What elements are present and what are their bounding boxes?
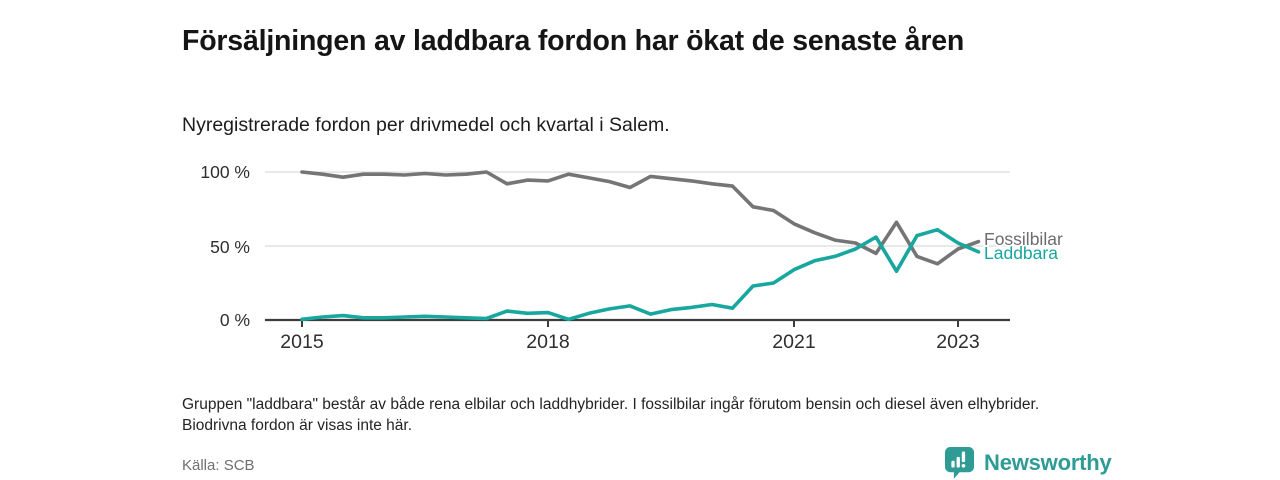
x-axis-tick-label: 2018 <box>526 331 570 353</box>
chart-footnote: Gruppen "laddbara" består av både rena e… <box>182 395 1040 435</box>
series-label-fossilbilar: Fossilbilar <box>984 229 1063 249</box>
line-chart <box>265 170 1010 327</box>
page-title: Försäljningen av laddbara fordon har öka… <box>182 25 965 58</box>
line-fossilbilar <box>300 170 981 266</box>
chart-subtitle: Nyregistrerade fordon per drivmedel och … <box>182 113 670 136</box>
y-axis-tick-label: 50 % <box>210 237 250 257</box>
x-axis-tick-label: 2021 <box>772 331 816 353</box>
series-label-laddbara: Laddbara <box>984 243 1058 263</box>
x-axis-tick-label: 2015 <box>280 331 324 353</box>
line-laddbara <box>300 227 981 322</box>
newsworthy-logo-text: Newsworthy <box>984 450 1112 475</box>
y-axis-tick-label: 100 % <box>200 162 250 182</box>
x-axis-tick-label: 2023 <box>936 331 980 353</box>
newsworthy-pin-bar-chart-icon <box>944 446 975 480</box>
newsworthy-logo[interactable]: Newsworthy <box>944 446 1112 480</box>
y-axis-tick-label: 0 % <box>219 310 250 330</box>
source-credit: Källa: SCB <box>182 457 255 474</box>
